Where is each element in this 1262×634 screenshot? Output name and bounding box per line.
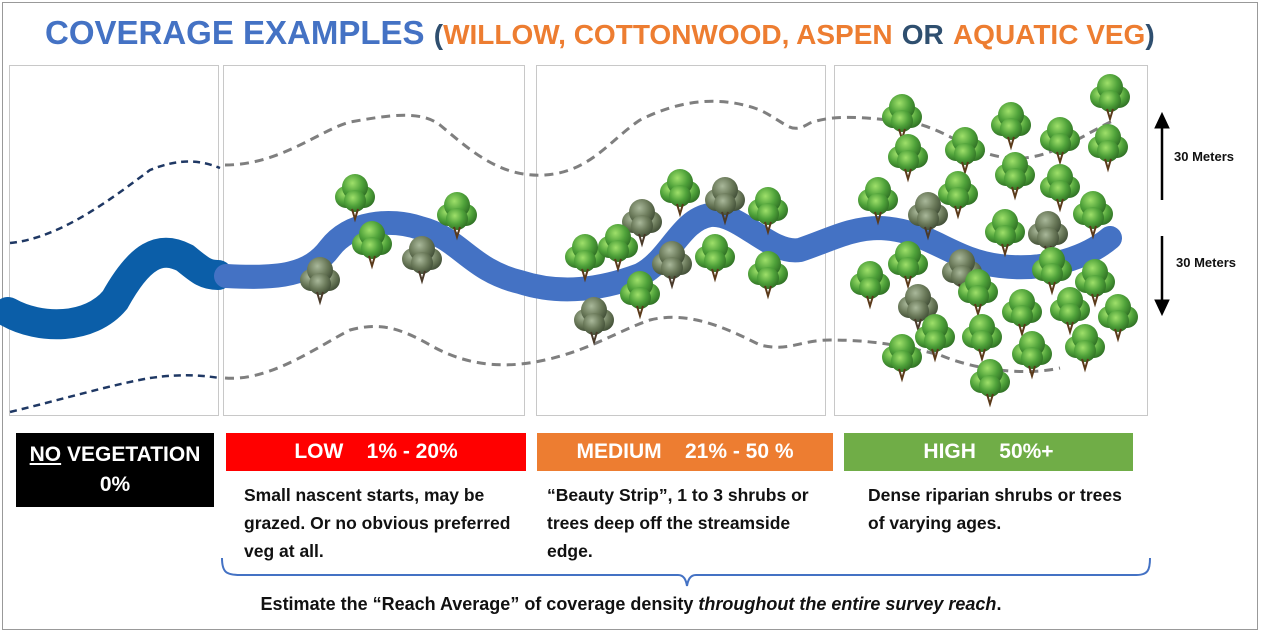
panel-low bbox=[223, 65, 525, 416]
category-medium-description: “Beauty Strip”, 1 to 3 shrubs or trees d… bbox=[547, 485, 809, 561]
title-part2: AQUATIC VEG bbox=[952, 19, 1146, 50]
title-close-paren: ) bbox=[1145, 19, 1155, 50]
footer-prefix: Estimate the “Reach Average” of coverage… bbox=[260, 594, 699, 614]
category-none-box: NO VEGETATION 0% bbox=[16, 433, 214, 507]
category-none-value: 0% bbox=[99, 473, 131, 496]
reach-bracket bbox=[221, 557, 1151, 587]
measure-lower: 30 Meters bbox=[1176, 255, 1236, 270]
stream-no-veg bbox=[0, 237, 233, 340]
category-medium-label: MEDIUM bbox=[576, 440, 662, 463]
arrow-up-icon bbox=[1154, 111, 1170, 200]
category-high-box: HIGH 50%+ bbox=[844, 433, 1133, 471]
category-high-label: HIGH bbox=[923, 440, 976, 463]
category-medium-range: 21% - 50 % bbox=[684, 440, 794, 463]
buffer-upper bbox=[224, 99, 1116, 177]
footer-emphasis: throughout the entire survey reach bbox=[698, 594, 997, 614]
category-low-description: Small nascent starts, may be grazed. Or … bbox=[244, 485, 511, 561]
category-medium-box: MEDIUM 21% - 50 % bbox=[537, 433, 833, 471]
title-open-paren: ( bbox=[433, 19, 444, 50]
category-low-box: LOW 1% - 20% bbox=[226, 433, 526, 471]
title-part1: WILLOW, COTTONWOOD, ASPEN bbox=[443, 19, 893, 50]
category-low-label: LOW bbox=[294, 440, 344, 463]
arrow-down-icon bbox=[1154, 236, 1170, 317]
panel-none bbox=[9, 65, 219, 416]
category-none-underlined: NO bbox=[29, 443, 62, 466]
category-low-range: 1% - 20% bbox=[366, 440, 458, 463]
category-none-label: VEGETATION bbox=[66, 443, 201, 466]
measure-upper: 30 Meters bbox=[1174, 149, 1234, 164]
buffer-upper-none bbox=[9, 160, 221, 245]
title-or: OR bbox=[901, 19, 944, 50]
footer-note: Estimate the “Reach Average” of coverage… bbox=[0, 594, 1262, 615]
title-main: COVERAGE EXAMPLES bbox=[45, 14, 425, 51]
category-high-range: 50%+ bbox=[999, 440, 1054, 463]
category-high-description: Dense riparian shrubs or trees of varyin… bbox=[868, 485, 1122, 533]
footer-suffix: . bbox=[996, 594, 1002, 614]
page-title: COVERAGE EXAMPLES (WILLOW, COTTONWOOD, A… bbox=[45, 14, 1155, 52]
buffer-lower-none bbox=[9, 374, 221, 414]
